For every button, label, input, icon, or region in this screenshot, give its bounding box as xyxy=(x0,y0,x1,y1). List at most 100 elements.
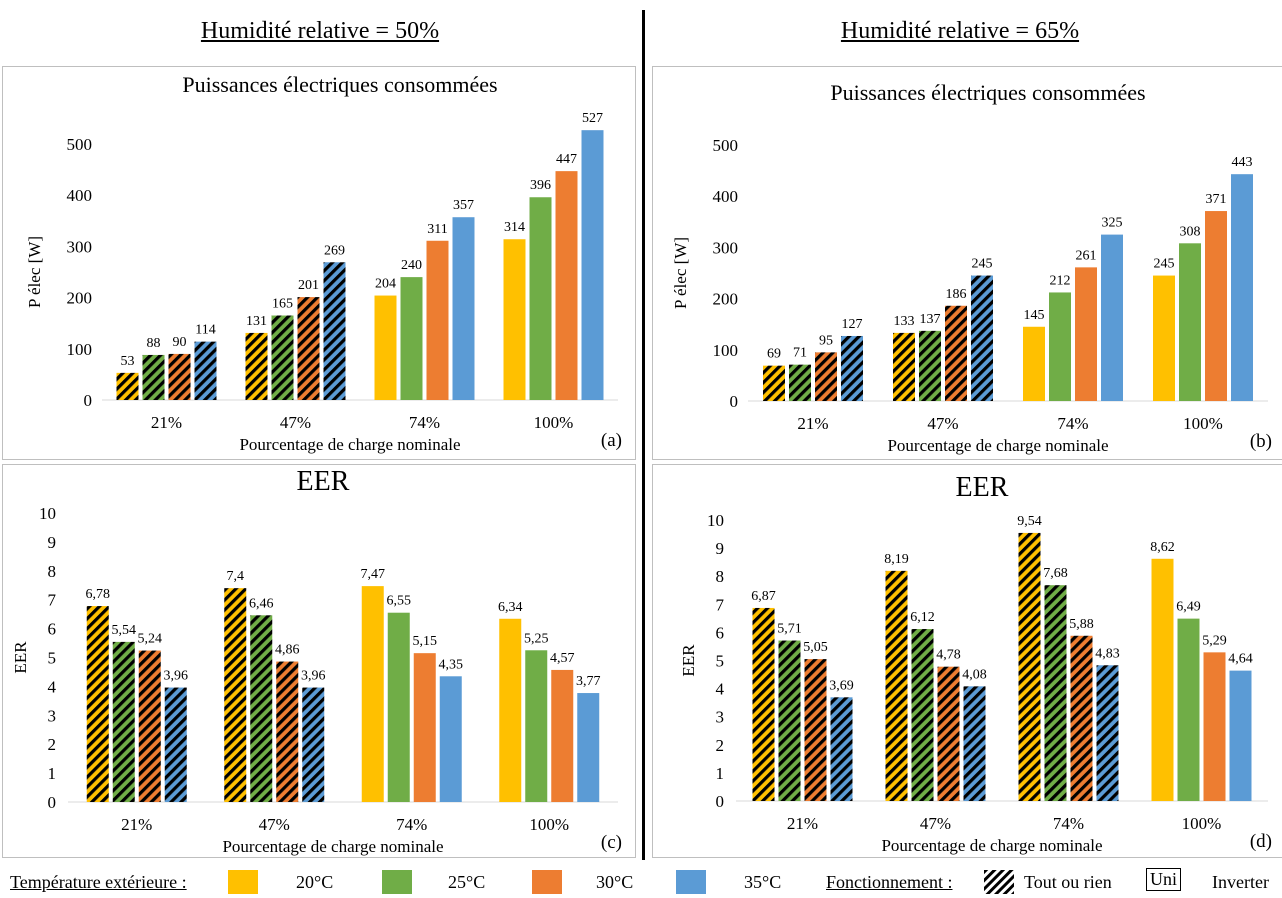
data-label: 4,08 xyxy=(962,667,987,682)
bar-30c-1 xyxy=(945,305,967,401)
legend-35c: 35°C xyxy=(744,872,782,892)
bar-30c-0 xyxy=(815,352,837,401)
data-label: 201 xyxy=(298,278,319,293)
bar-30c-0 xyxy=(168,353,191,400)
legend-swatch-25c xyxy=(382,870,412,894)
y-tick-label: 4 xyxy=(716,680,725,699)
legend-swatch-20c xyxy=(228,870,258,894)
bar-35c-3 xyxy=(1229,670,1252,801)
bar-25c-1 xyxy=(271,315,294,400)
x-tick-label: 74% xyxy=(1057,414,1088,433)
x-axis-label: Pourcentage de charge nominale xyxy=(239,435,460,454)
data-label: 4,83 xyxy=(1095,646,1120,661)
x-tick-label: 100% xyxy=(1182,814,1222,833)
bar-35c-2 xyxy=(1096,665,1119,801)
data-label: 447 xyxy=(556,152,577,167)
bar-35c-2 xyxy=(1101,234,1123,401)
chart-title: EER xyxy=(956,472,1009,503)
chart-panel-a: Puissances électriques consommées 0 100 200… xyxy=(2,66,636,460)
data-label: 204 xyxy=(375,277,396,292)
panel-label: (b) xyxy=(1250,431,1272,452)
data-label: 443 xyxy=(1232,155,1253,170)
data-label: 5,24 xyxy=(138,632,163,647)
x-tick-label: 74% xyxy=(396,815,427,834)
legend-30c: 30°C xyxy=(596,872,634,892)
y-tick-label: 0 xyxy=(48,793,57,812)
y-tick-label: 400 xyxy=(713,187,739,206)
bar-25c-1 xyxy=(911,629,934,801)
legend: Température extérieure : 20°C 25°C 30°C … xyxy=(0,862,1282,898)
chart-d: EER 0 1 2 3 4 5 6 7 8 9 10 EER 6,87 5,715,05 3,69 21% 8,1… xyxy=(652,464,1282,858)
bar-35c-0 xyxy=(841,335,863,401)
bar-35c-0 xyxy=(830,697,853,801)
y-tick-label: 500 xyxy=(713,136,739,155)
bar-30c-0 xyxy=(804,659,827,801)
chart-title: Puissances électriques consommées xyxy=(830,80,1145,105)
bar-30c-3 xyxy=(551,669,574,802)
y-tick-label: 100 xyxy=(713,341,739,360)
bar-30c-3 xyxy=(555,171,578,400)
chart-title: Puissances électriques consommées xyxy=(182,72,497,97)
chart-panel-c: EER 0 1 2 3 4 5 6 7 8 9 10 EER 6,78 5,54 5,24 3,96 21% 7,4… xyxy=(2,464,636,858)
bar-25c-3 xyxy=(1177,618,1200,801)
bar-20c-3 xyxy=(1153,275,1175,401)
chart-panel-d: EER 0 1 2 3 4 5 6 7 8 9 10 EER 6,87 5,71 5,05 3,69 21% 8,1… xyxy=(652,464,1282,858)
y-tick-label: 500 xyxy=(67,135,93,154)
y-tick-label: 200 xyxy=(67,289,93,308)
chart-a: Puissances électriques consommées 0 100 200… xyxy=(2,66,636,460)
bar-35c-3 xyxy=(1231,174,1253,401)
y-tick-label: 100 xyxy=(67,340,93,359)
bar-30c-2 xyxy=(1070,635,1093,801)
data-label: 3,77 xyxy=(576,674,601,689)
data-label: 6,34 xyxy=(498,600,523,615)
bar-30c-2 xyxy=(426,240,449,400)
data-label: 6,49 xyxy=(1176,600,1201,615)
chart-c: EER 0 1 2 3 4 5 6 7 8 9 10 EER 6,78 5,545,24 3,96 21% 7,4… xyxy=(2,464,636,858)
bar-25c-2 xyxy=(400,277,423,400)
heading-humidity-50: Humidité relative = 50% xyxy=(200,18,440,44)
bar-20c-1 xyxy=(245,332,268,400)
data-label: 4,35 xyxy=(439,657,464,672)
panel-label: (a) xyxy=(601,430,622,451)
bar-20c-3 xyxy=(1151,558,1174,801)
bar-20c-2 xyxy=(374,295,397,400)
x-tick-label: 47% xyxy=(259,815,290,834)
y-tick-label: 0 xyxy=(730,392,739,411)
x-tick-label: 47% xyxy=(920,814,951,833)
chart-panel-b: Puissances électriques consommées 0 100 200… xyxy=(652,66,1282,460)
data-label: 527 xyxy=(582,111,603,126)
bar-25c-2 xyxy=(1044,585,1067,801)
bar-35c-0 xyxy=(194,341,217,400)
data-label: 5,25 xyxy=(524,631,549,646)
bar-30c-2 xyxy=(1075,267,1097,401)
x-tick-label: 100% xyxy=(534,413,574,432)
bar-30c-3 xyxy=(1205,211,1227,401)
data-label: 6,87 xyxy=(751,589,776,604)
bar-20c-0 xyxy=(86,606,109,802)
data-label: 127 xyxy=(842,317,863,332)
data-label: 131 xyxy=(246,314,267,329)
data-label: 133 xyxy=(894,314,915,329)
x-tick-label: 21% xyxy=(797,414,828,433)
data-label: 186 xyxy=(946,287,967,302)
bar-30c-2 xyxy=(413,653,436,802)
chart-title: EER xyxy=(297,466,350,497)
bar-35c-1 xyxy=(323,262,346,400)
data-label: 261 xyxy=(1076,248,1097,263)
data-label: 6,55 xyxy=(387,594,412,609)
legend-swatch-30c xyxy=(532,870,562,894)
x-tick-label: 47% xyxy=(280,413,311,432)
y-tick-label: 8 xyxy=(48,562,57,581)
y-tick-label: 300 xyxy=(67,237,93,256)
data-label: 314 xyxy=(504,220,525,235)
y-tick-label: 9 xyxy=(48,533,57,552)
data-label: 7,47 xyxy=(361,567,386,582)
bar-25c-0 xyxy=(789,364,811,401)
x-tick-label: 21% xyxy=(787,814,818,833)
y-tick-label: 9 xyxy=(716,539,725,558)
data-label: 5,05 xyxy=(803,640,828,655)
bar-20c-1 xyxy=(885,570,908,801)
data-label: 8,62 xyxy=(1150,540,1175,555)
legend-inverter: Inverter xyxy=(1212,872,1269,892)
y-tick-label: 3 xyxy=(48,706,57,725)
